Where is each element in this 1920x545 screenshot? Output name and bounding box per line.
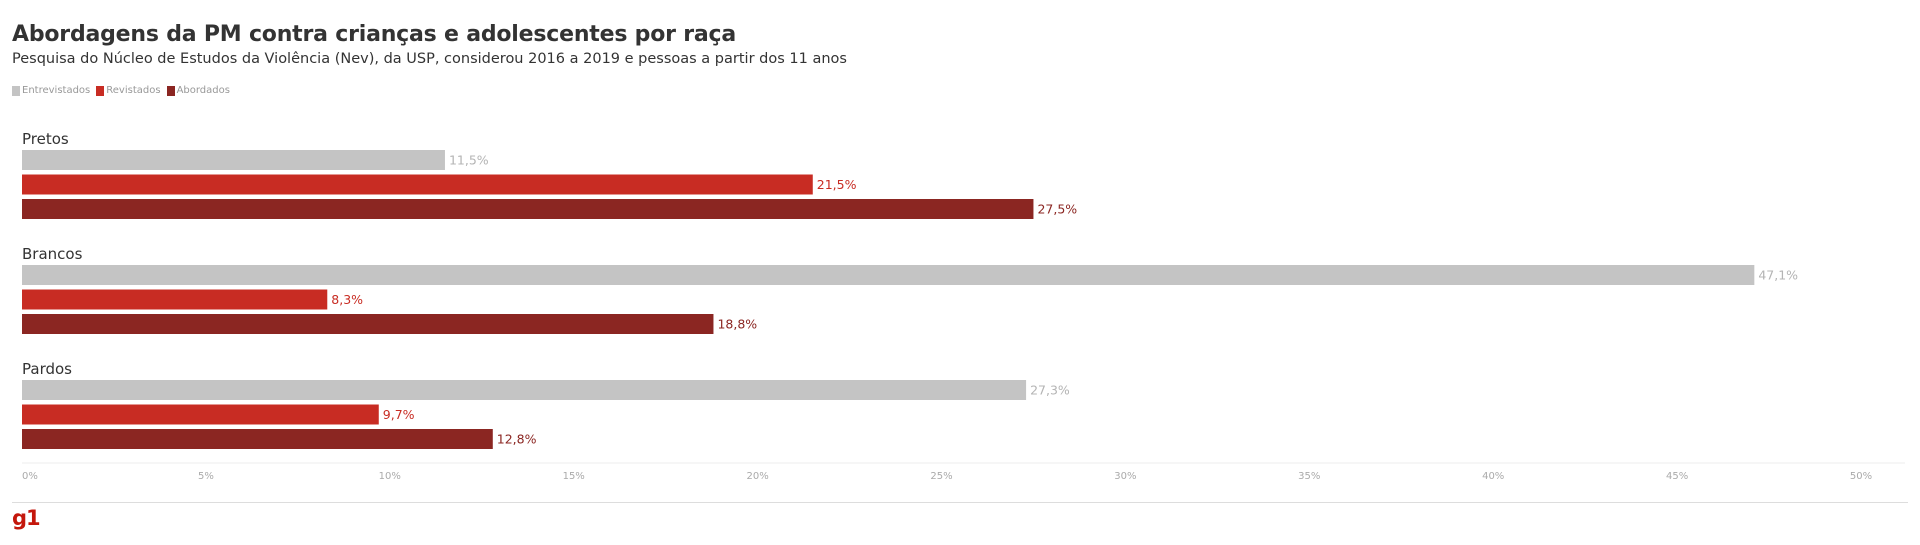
legend-item-entrevistados[interactable]: Entrevistados <box>12 85 90 96</box>
legend-label: Revistados <box>106 85 161 96</box>
x-tick-label: 20% <box>746 471 768 482</box>
data-label: 9,7% <box>383 407 415 422</box>
g1-logo[interactable]: g1 <box>12 506 41 530</box>
legend-label: Abordados <box>176 85 230 96</box>
category-label: Pardos <box>22 360 72 378</box>
footer-divider <box>12 502 1908 503</box>
x-tick-label: 10% <box>379 471 401 482</box>
legend-swatch <box>96 85 105 96</box>
chart-subtitle: Pesquisa do Núcleo de Estudos da Violênc… <box>12 51 847 67</box>
x-tick-label: 15% <box>563 471 585 482</box>
legend-swatch <box>166 85 175 96</box>
bar-revistados[interactable] <box>22 289 328 310</box>
bar-revistados[interactable] <box>22 404 379 425</box>
bar-chart: Pretos 11,5% 21,5% 27,5% Brancos 47,1% 8,3% 18,… <box>22 130 1905 482</box>
x-tick-label: 50% <box>1850 471 1872 482</box>
chart-title: Abordagens da PM contra crianças e adole… <box>12 22 737 47</box>
bar-abordados[interactable] <box>22 199 1034 219</box>
category-label: Pretos <box>22 130 69 148</box>
x-tick-label: 45% <box>1666 471 1688 482</box>
bar-abordados[interactable] <box>22 314 714 334</box>
x-tick-label: 5% <box>198 471 214 482</box>
bar-abordados[interactable] <box>22 429 493 449</box>
bar-entrevistados[interactable] <box>22 265 1755 285</box>
chart-legend: Entrevistados Revistados Abordados <box>12 85 230 96</box>
data-label: 21,5% <box>817 177 857 192</box>
x-tick-label: 35% <box>1298 471 1320 482</box>
legend-label: Entrevistados <box>22 85 91 96</box>
data-label: 47,1% <box>1758 268 1798 283</box>
data-label: 27,5% <box>1037 202 1077 217</box>
legend-item-revistados[interactable]: Revistados <box>96 85 161 96</box>
data-label: 18,8% <box>717 317 757 332</box>
bar-entrevistados[interactable] <box>22 150 445 170</box>
data-label: 11,5% <box>449 153 489 168</box>
bar-entrevistados[interactable] <box>22 380 1027 400</box>
x-tick-label: 40% <box>1482 471 1504 482</box>
data-label: 27,3% <box>1030 383 1070 398</box>
category-label: Brancos <box>22 245 83 263</box>
legend-swatch <box>12 85 20 96</box>
x-tick-label: 0% <box>22 471 38 482</box>
x-tick-label: 30% <box>1114 471 1136 482</box>
chart-header: Abordagens da PM contra crianças e adole… <box>12 22 1892 67</box>
data-label: 8,3% <box>331 292 363 307</box>
data-label: 12,8% <box>497 432 537 447</box>
legend-item-abordados[interactable]: Abordados <box>166 85 230 96</box>
x-tick-label: 25% <box>930 471 952 482</box>
bar-revistados[interactable] <box>22 174 813 195</box>
